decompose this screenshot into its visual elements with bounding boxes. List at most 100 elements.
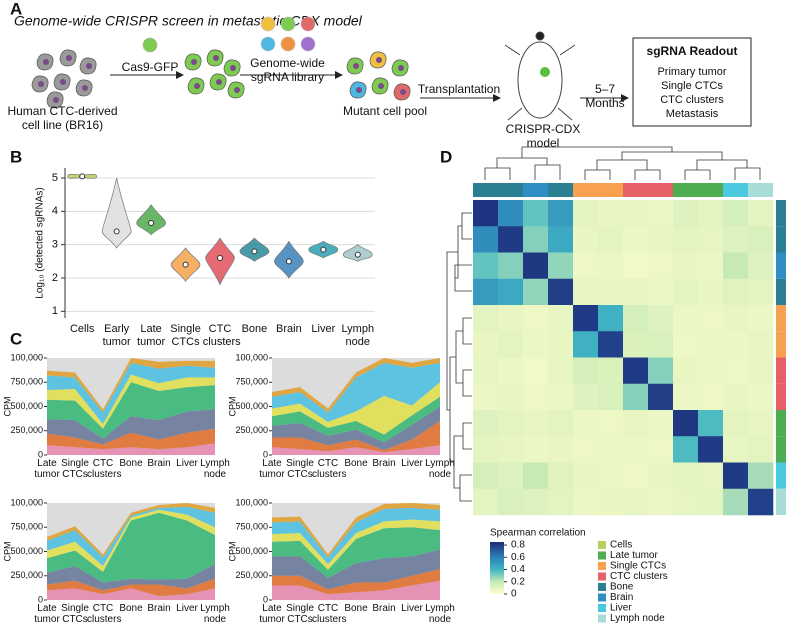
heatmap-cell xyxy=(573,488,599,516)
x-tick-label: CTC clusters xyxy=(312,603,347,625)
violin xyxy=(205,237,235,286)
panel-letter: B xyxy=(10,147,22,166)
pool-label: Mutant cell pool xyxy=(342,104,428,118)
y-axis-label: Log₁₀ (detected sgRNAs) xyxy=(35,187,46,298)
area xyxy=(272,503,440,558)
cell-nucleus xyxy=(400,89,406,95)
group-bar xyxy=(748,183,773,197)
heatmap-cell xyxy=(573,383,599,411)
x-tick-label: Lymph node xyxy=(425,458,455,480)
heatmap-cell xyxy=(498,200,524,227)
heatmap-cell xyxy=(498,462,524,490)
heatmap-cell xyxy=(498,305,524,332)
area xyxy=(47,374,215,429)
heatmap-cell xyxy=(498,488,524,516)
heatmap-cell xyxy=(598,200,624,227)
cell-nucleus xyxy=(234,87,240,93)
legend-label: CTC clusters xyxy=(610,571,668,582)
legend-label: Brain xyxy=(610,592,633,603)
heatmap-cell xyxy=(548,331,574,358)
heatmap-cell xyxy=(673,226,699,253)
heatmap-cell xyxy=(523,462,549,490)
heatmap-cell xyxy=(723,436,749,463)
heatmap-cell xyxy=(598,278,624,306)
median-point xyxy=(217,255,223,261)
median-point xyxy=(251,248,258,255)
virus-icon xyxy=(142,37,158,53)
area xyxy=(47,428,215,450)
group-bar xyxy=(523,183,548,197)
readout-item: Single CTCs xyxy=(661,80,723,92)
legend-swatch xyxy=(598,614,606,623)
legend-label: Cells xyxy=(610,540,632,551)
colorbar-tick-label: 0.4 xyxy=(511,564,525,575)
x-tick-label: Liver xyxy=(176,458,198,469)
x-tick-label: Brain xyxy=(372,603,396,614)
area xyxy=(47,358,215,413)
heatmap-cell xyxy=(548,436,574,463)
heatmap-cell xyxy=(473,462,499,490)
cell-nucleus xyxy=(398,65,404,71)
heatmap-cell xyxy=(523,383,549,411)
y-tick-label: 750,000 xyxy=(235,522,268,532)
heatmap-cell xyxy=(698,383,724,411)
x-tick-label: Liver xyxy=(401,458,423,469)
cas9-label: Cas9-GFP xyxy=(121,60,179,74)
x-tick-label: Brain xyxy=(147,603,171,614)
x-tick-label: Single CTCs xyxy=(286,458,314,480)
cell-nucleus xyxy=(356,87,362,93)
y-tick-label: 250,000 xyxy=(235,570,268,580)
area xyxy=(47,588,215,600)
y-tick-label: 100,000 xyxy=(10,352,43,362)
group-bar xyxy=(648,183,673,197)
heatmap-cell xyxy=(623,410,649,437)
heatmap-cell xyxy=(673,252,699,280)
heatmap-cell xyxy=(498,383,524,411)
y-tick-label: 100,000 xyxy=(235,352,268,362)
group-bar xyxy=(776,305,786,332)
x-tick-label: Brain xyxy=(147,458,171,469)
heatmap-cell xyxy=(623,383,649,411)
area xyxy=(272,382,440,435)
y-tick-label: 750,000 xyxy=(10,377,43,387)
heatmap-cell xyxy=(598,357,624,385)
heatmap-cell xyxy=(698,200,724,227)
y-tick-label: 2 xyxy=(52,272,58,284)
y-tick-label: 4 xyxy=(52,205,58,217)
legend-swatch xyxy=(598,541,606,549)
heatmap-cell xyxy=(598,252,624,280)
heatmap-cell xyxy=(548,252,574,280)
heatmap-cell xyxy=(748,488,774,516)
heatmap-cell xyxy=(723,278,749,306)
cell-nucleus xyxy=(378,83,384,89)
cell-nucleus xyxy=(230,65,236,71)
area xyxy=(272,527,440,578)
heatmap-cell xyxy=(698,331,724,358)
median-point xyxy=(113,228,120,235)
heatmap-cell xyxy=(523,305,549,332)
x-tick-label: Bone xyxy=(119,603,143,614)
heatmap-cell xyxy=(548,357,574,385)
heatmap-cell xyxy=(673,200,699,227)
area xyxy=(47,578,215,597)
area xyxy=(47,512,215,583)
heatmap-cell xyxy=(573,252,599,280)
x-tick-label: Lymph node xyxy=(425,603,455,625)
group-bar xyxy=(776,252,786,279)
x-tick-label: Single CTCs xyxy=(170,323,201,348)
x-tick-label: Bone xyxy=(344,458,368,469)
heatmap-cell xyxy=(648,410,674,437)
cell-nucleus xyxy=(60,79,66,85)
group-bar xyxy=(548,183,573,197)
heatmap-cell xyxy=(473,410,499,437)
heatmap-cell xyxy=(473,226,499,253)
heatmap-cell xyxy=(473,331,499,358)
heatmap-cell xyxy=(598,305,624,332)
legend-swatch xyxy=(598,583,606,591)
heatmap-cell xyxy=(673,383,699,411)
group-bar xyxy=(776,436,786,463)
heatmap-cell xyxy=(523,410,549,437)
cell-line-label: Human CTC-derived cell line (BR16) xyxy=(7,104,118,132)
heatmap-cell xyxy=(473,252,499,280)
